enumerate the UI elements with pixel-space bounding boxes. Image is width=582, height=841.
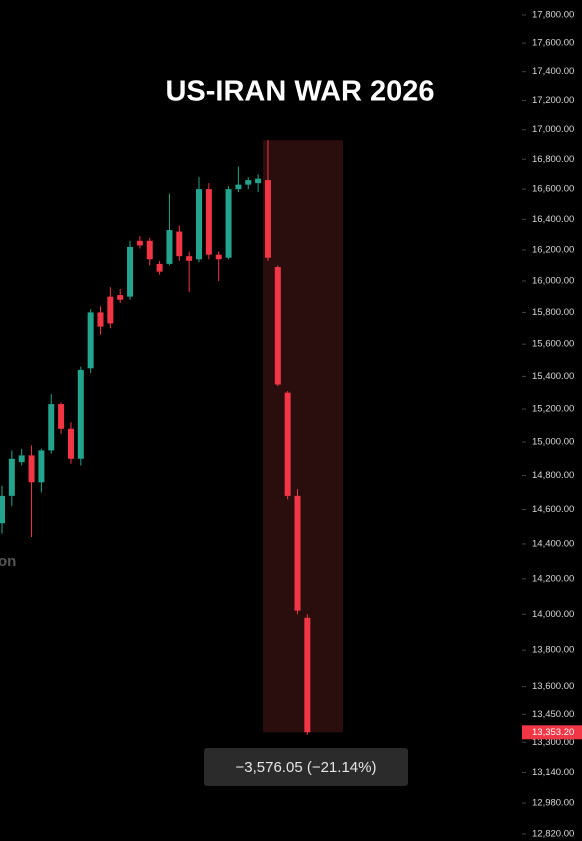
candle-body [205,189,212,255]
y-tick-label: 13,800.00 [532,645,574,656]
y-tick-label: 17,400.00 [532,66,574,77]
candle-body [176,231,183,257]
candle-body [225,189,232,258]
y-tick-label: 14,600.00 [532,504,574,515]
candle-body [166,230,173,264]
candle-body [107,296,114,324]
candle-body [196,189,202,260]
candle-body [0,495,5,524]
candle-body [38,450,45,483]
range-highlight [263,140,344,733]
y-tick-label: 16,400.00 [532,214,574,225]
y-tick-label: 15,800.00 [532,307,574,318]
range-layer [263,140,344,733]
y-tick-label: 14,000.00 [532,609,574,620]
watermark: on [0,553,16,570]
y-tick-label: 13,140.00 [532,767,574,778]
candle-body [67,428,74,459]
y-tick-label: 17,600.00 [532,38,574,49]
y-tick-label: 16,000.00 [532,276,574,287]
candle-body [274,267,281,385]
candle-body [48,404,55,451]
y-tick-label: 15,600.00 [532,339,574,350]
candle-body [235,184,242,190]
y-tick-label: 17,800.00 [532,9,574,20]
candle-body [28,455,35,483]
y-tick-label: 14,400.00 [532,538,574,549]
last-price-label: 13,353.20 [532,727,574,738]
candle-body [156,263,163,272]
candle-body [294,495,301,611]
candle-body [87,312,94,369]
y-tick-label: 12,820.00 [532,828,574,839]
candle-body [304,617,311,733]
y-tick-label: 12,980.00 [532,798,574,809]
candle-body [8,458,15,496]
candle-body [77,369,84,459]
candle-body [186,256,193,261]
y-tick-label: 14,800.00 [532,470,574,481]
annotation-box [204,748,408,786]
y-tick-label: 16,600.00 [532,184,574,195]
y-tick-label: 14,200.00 [532,573,574,584]
y-axis: 17,800.00 17,600.00 17,400.00 17,200.00 17,0… [522,9,582,839]
y-tick-label: 16,800.00 [532,154,574,165]
y-tick-label: 16,200.00 [532,245,574,256]
y-tick-label: 13,600.00 [532,681,574,692]
candle-body [127,246,134,297]
candle-body [146,240,153,260]
chart-title: US-IRAN WAR 2026 [165,76,434,108]
candle-body [97,312,104,327]
annotation: −3,576.05 (−21.14%) [236,759,377,776]
candle-body [255,178,262,184]
candle-body [245,180,252,185]
y-tick-label: 13,450.00 [532,709,574,720]
candle-body [58,404,65,429]
y-tick-label: 17,200.00 [532,95,574,106]
y-tick-label: 15,200.00 [532,404,574,415]
candles [0,140,311,735]
y-tick-label: 15,400.00 [532,371,574,382]
candle-body [215,254,222,260]
y-tick-label: 17,000.00 [532,124,574,135]
y-tick-label: 13,300.00 [532,737,574,748]
candle-body [136,240,143,246]
candle-body [117,295,124,300]
candle-body [284,392,291,496]
last-price-tag [522,725,582,740]
candle-body [264,180,271,258]
candle-body [18,455,25,463]
y-tick-label: 15,000.00 [532,437,574,448]
